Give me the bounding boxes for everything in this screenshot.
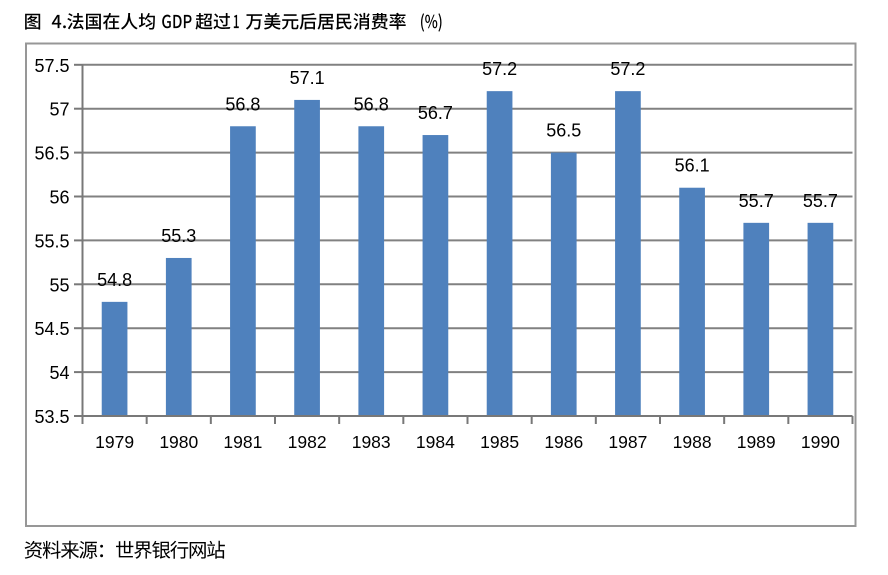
svg-text:56.5: 56.5 [34, 144, 69, 164]
svg-text:54.5: 54.5 [34, 319, 69, 339]
svg-text:1984: 1984 [416, 432, 455, 452]
svg-text:56.5: 56.5 [546, 121, 581, 141]
svg-text:56.8: 56.8 [354, 94, 389, 114]
svg-text:55.7: 55.7 [739, 191, 774, 211]
svg-text:54.8: 54.8 [97, 270, 132, 290]
svg-text:55.5: 55.5 [34, 231, 69, 251]
svg-text:56.1: 56.1 [675, 156, 710, 176]
svg-text:1979: 1979 [95, 432, 134, 452]
svg-text:1986: 1986 [544, 432, 583, 452]
svg-text:54: 54 [49, 363, 69, 383]
svg-text:57.2: 57.2 [610, 59, 645, 79]
svg-text:1990: 1990 [801, 432, 840, 452]
svg-text:1985: 1985 [480, 432, 519, 452]
svg-text:56.7: 56.7 [418, 103, 453, 123]
svg-text:56: 56 [49, 188, 69, 208]
svg-text:55: 55 [49, 275, 69, 295]
svg-text:1982: 1982 [288, 432, 327, 452]
svg-text:57.1: 57.1 [290, 68, 325, 88]
svg-text:1980: 1980 [159, 432, 198, 452]
svg-text:55.7: 55.7 [803, 191, 838, 211]
svg-text:57: 57 [49, 100, 69, 120]
svg-text:1989: 1989 [737, 432, 776, 452]
svg-text:1983: 1983 [352, 432, 391, 452]
svg-text:56.8: 56.8 [225, 94, 260, 114]
svg-text:1988: 1988 [673, 432, 712, 452]
svg-text:55.3: 55.3 [161, 226, 196, 246]
svg-text:53.5: 53.5 [34, 407, 69, 427]
svg-text:57.2: 57.2 [482, 59, 517, 79]
svg-text:1987: 1987 [608, 432, 647, 452]
svg-text:1981: 1981 [223, 432, 262, 452]
svg-text:57.5: 57.5 [34, 56, 69, 76]
